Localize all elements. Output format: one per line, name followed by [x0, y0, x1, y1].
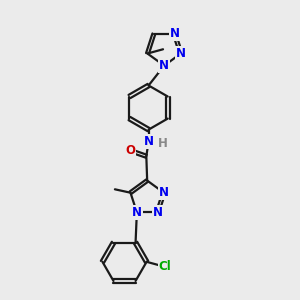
Text: N: N — [176, 47, 186, 60]
Text: O: O — [125, 143, 135, 157]
Text: Cl: Cl — [159, 260, 171, 273]
Text: H: H — [158, 137, 167, 150]
Text: N: N — [169, 27, 179, 40]
Text: N: N — [144, 135, 154, 148]
Text: N: N — [159, 59, 169, 72]
Text: N: N — [152, 206, 163, 219]
Text: N: N — [159, 186, 169, 199]
Text: N: N — [132, 206, 142, 219]
